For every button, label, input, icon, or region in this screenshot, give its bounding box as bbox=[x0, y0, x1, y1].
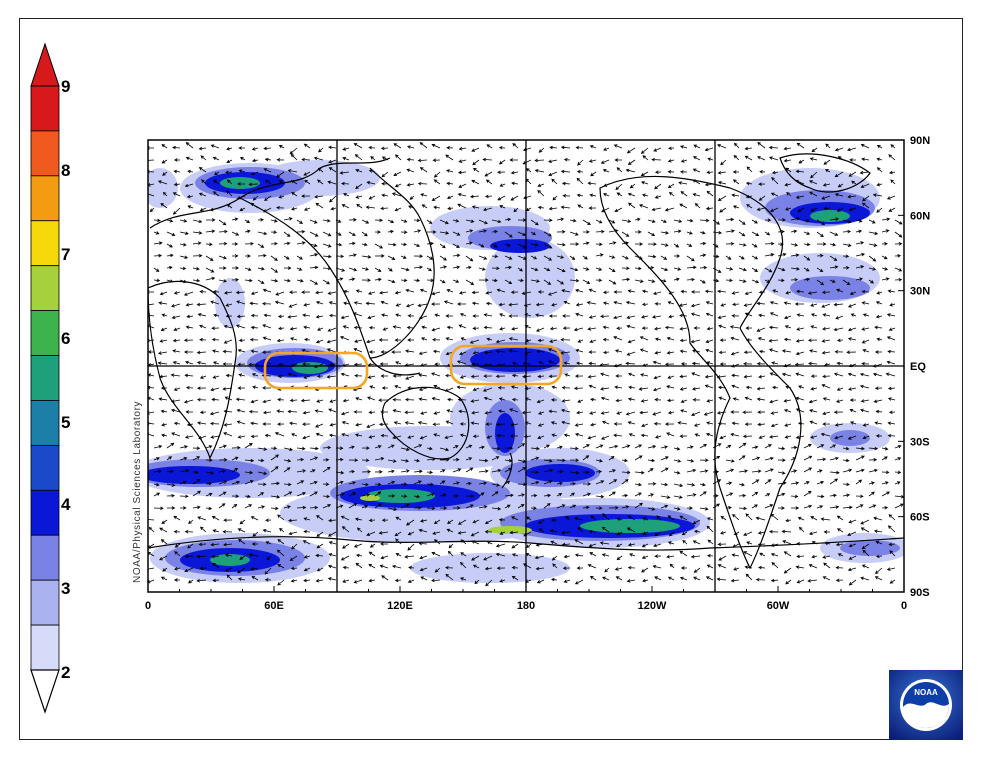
wind-speed-map: 0 60E 120E 180 120W 60W 0 90N 60N 30N EQ 30S 60S 90S… bbox=[132, 135, 930, 612]
colorbar-label: 7 bbox=[61, 245, 70, 264]
colorbar-max-arrow bbox=[30, 42, 60, 87]
colorbar-cell bbox=[30, 310, 60, 356]
colorbar-cell bbox=[30, 175, 60, 222]
colorbar-label: 4 bbox=[61, 495, 71, 514]
y-tick-label: 30S bbox=[910, 436, 930, 448]
credit-text: NOAA/Physical Sciences Laboratory bbox=[132, 401, 143, 583]
colorbar-cell bbox=[30, 220, 60, 267]
x-tick-label: 0 bbox=[145, 600, 151, 612]
indian-ocean-highlight bbox=[263, 351, 369, 390]
highlight-regions bbox=[263, 344, 563, 390]
wind-vectors bbox=[148, 141, 904, 587]
colorbar-cell bbox=[30, 265, 60, 312]
color-scale-bar: 9 8 7 6 5 4 3 2 bbox=[30, 42, 71, 714]
colorbar-cell bbox=[30, 489, 60, 536]
colorbar-label: 9 bbox=[61, 77, 70, 96]
y-tick-label: 60N bbox=[910, 210, 930, 222]
colorbar-cell bbox=[30, 444, 60, 491]
y-tick-label: 30N bbox=[910, 286, 930, 298]
map-grid bbox=[148, 140, 904, 592]
x-tick-label: 120E bbox=[387, 600, 413, 612]
x-tick-label: 180 bbox=[517, 600, 535, 612]
y-tick-label: EQ bbox=[910, 361, 926, 373]
colorbar-label: 2 bbox=[61, 663, 70, 682]
colorbar-cell bbox=[30, 85, 60, 132]
colorbar-cell bbox=[30, 579, 60, 626]
pacific-highlight bbox=[449, 344, 563, 386]
noaa-logo-text: NOAA bbox=[914, 688, 938, 697]
colorbar-label: 8 bbox=[61, 161, 70, 180]
colorbar-min-arrow bbox=[30, 669, 60, 714]
colorbar-cell bbox=[30, 624, 60, 671]
x-tick-label: 0 bbox=[901, 600, 907, 612]
colorbar-label: 6 bbox=[61, 329, 70, 348]
noaa-logo: NOAA bbox=[889, 670, 963, 740]
colorbar-cell bbox=[30, 534, 60, 581]
colorbar-cell bbox=[30, 355, 60, 401]
x-tick-label: 60W bbox=[767, 600, 790, 612]
colorbar-label: 5 bbox=[61, 413, 70, 432]
y-tick-label: 60S bbox=[910, 512, 930, 524]
y-tick-label: 90S bbox=[910, 587, 930, 599]
x-tick-label: 120W bbox=[638, 600, 667, 612]
colorbar-cell bbox=[30, 400, 60, 446]
x-tick-label: 60E bbox=[264, 600, 284, 612]
y-tick-label: 90N bbox=[910, 135, 930, 147]
colorbar-cell bbox=[30, 130, 60, 177]
colorbar-label: 3 bbox=[61, 579, 70, 598]
